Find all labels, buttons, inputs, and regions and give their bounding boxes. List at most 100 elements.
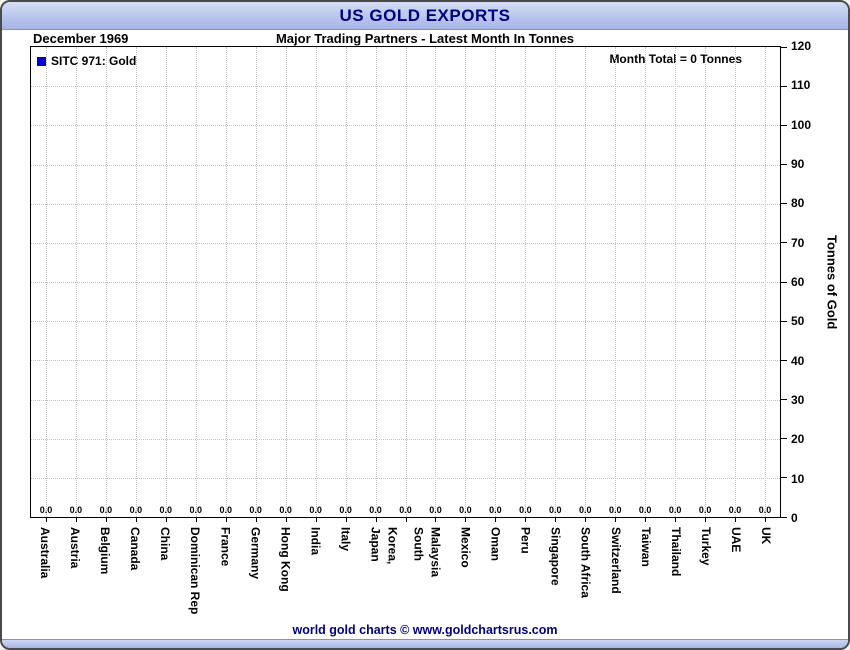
y-tick-label: 120 (791, 39, 812, 53)
bar-value-label: 0.0 (459, 505, 472, 515)
bar-value-label: 0.0 (608, 505, 622, 515)
bar-value-label: 0.0 (99, 505, 113, 515)
x-axis-label: Belgium (98, 527, 113, 575)
x-tick-mark (195, 518, 197, 522)
x-tick-mark (315, 518, 317, 522)
legend-marker-icon (37, 56, 46, 66)
x-tick-mark (495, 518, 497, 522)
x-axis-label: France (218, 527, 233, 567)
x-tick-mark (555, 518, 557, 522)
x-tick-mark (675, 518, 677, 522)
y-tick-mark (781, 164, 787, 165)
v-gridline (585, 47, 587, 517)
x-axis-label: Turkey (698, 527, 713, 566)
y-tick-label: 50 (791, 314, 805, 329)
bar-value-label: 0.0 (668, 505, 682, 515)
v-gridline (555, 47, 557, 517)
v-gridline (165, 47, 167, 517)
bar-value-label: 0.0 (69, 505, 83, 515)
bar-value-label: 0.0 (159, 505, 173, 515)
bar-value-label: 0.0 (339, 505, 352, 515)
bar-value-label: 0.0 (189, 505, 203, 515)
x-axis: Australia Austria Belgium Canada China Domini… (30, 524, 781, 636)
x-tick-mark (645, 518, 647, 522)
y-tick-mark (781, 399, 787, 400)
bar-value-label: 0.0 (698, 505, 712, 515)
x-axis-label: Dominican Rep (188, 527, 203, 615)
v-gridline (645, 47, 647, 517)
v-gridline (75, 47, 77, 517)
bar-value-label: 0.0 (369, 505, 382, 515)
v-gridline (285, 47, 287, 517)
y-tick-label: 10 (791, 471, 805, 486)
chart-title: US GOLD EXPORTS (339, 5, 511, 25)
x-axis-label: Korea, South (385, 527, 426, 565)
bar-value-label: 0.0 (399, 505, 412, 515)
report-date: December 1969 (33, 31, 129, 46)
v-gridline (255, 47, 257, 517)
bar-value-label: 0.0 (249, 505, 262, 515)
y-tick-label: 40 (791, 353, 805, 368)
v-gridline (345, 47, 347, 517)
y-tick-label: 110 (791, 78, 811, 93)
y-tick-label: 20 (791, 432, 805, 447)
x-axis-label: Oman (488, 527, 503, 562)
y-tick-mark (781, 438, 787, 440)
y-tick-label: 30 (791, 393, 805, 407)
v-gridline (615, 47, 617, 517)
x-axis-label: Malaysia (428, 527, 443, 578)
x-axis-label: Switzerland (608, 527, 623, 594)
y-tick-label: 60 (791, 275, 805, 289)
v-gridline (495, 47, 497, 517)
x-axis-label: Taiwan (638, 527, 653, 567)
bar-value-label: 0.0 (219, 505, 232, 515)
x-axis-label: Australia (38, 527, 53, 579)
bar-value-label: 0.0 (758, 505, 772, 515)
x-tick-mark (135, 518, 137, 522)
x-tick-mark (705, 518, 707, 522)
x-axis-label: Germany (248, 527, 263, 580)
x-axis-label: UAE (728, 527, 743, 553)
x-tick-mark (375, 518, 377, 522)
legend-label: SITC 971: Gold (51, 54, 137, 68)
x-axis-label: Hong Kong (278, 527, 293, 592)
x-axis-label: Italy (338, 527, 353, 552)
x-axis-label: Peru (518, 527, 533, 554)
x-axis-label: China (158, 527, 173, 561)
x-tick-mark (465, 518, 467, 522)
footer-band (2, 639, 848, 648)
x-tick-mark (735, 518, 737, 522)
x-axis-label: Japan (368, 527, 383, 562)
x-tick-mark (405, 518, 407, 522)
v-gridline (765, 47, 767, 517)
v-gridline (675, 47, 677, 517)
v-gridline (405, 47, 407, 517)
v-gridline (315, 47, 317, 517)
x-tick-mark (165, 518, 167, 522)
x-axis-label: UK (758, 527, 773, 545)
x-tick-mark (525, 518, 527, 522)
x-tick-mark (765, 518, 767, 522)
y-axis-title-wrap: Tonnes of Gold (820, 46, 844, 518)
y-tick-mark (781, 124, 787, 126)
x-axis-label: Austria (68, 527, 83, 569)
x-tick-mark (105, 518, 107, 522)
chart-subtitle: Major Trading Partners - Latest Month In… (275, 31, 575, 46)
y-tick-label: 100 (791, 117, 812, 132)
v-gridline (705, 47, 707, 517)
y-tick-mark (781, 242, 787, 244)
v-gridline (195, 47, 197, 517)
legend: SITC 971: Gold (37, 54, 136, 68)
x-tick-mark (225, 518, 227, 522)
x-axis-label: South Africa (578, 527, 593, 598)
y-tick-mark (781, 320, 787, 322)
x-tick-mark (615, 518, 617, 522)
v-gridline (45, 47, 47, 517)
y-axis-title: Tonnes of Gold (824, 234, 840, 330)
footer-credit: world gold charts © www.goldchartsrus.co… (292, 623, 558, 637)
x-axis-label: India (308, 527, 323, 556)
bar-value-label: 0.0 (429, 505, 442, 515)
v-gridline (435, 47, 437, 517)
y-tick-mark (781, 281, 787, 283)
